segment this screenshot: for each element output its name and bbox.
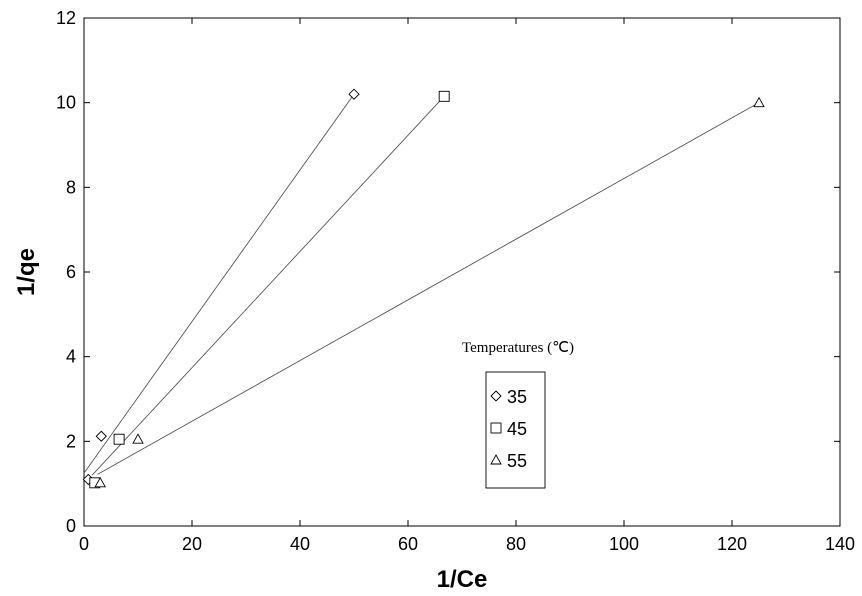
data-point-35 (348, 88, 360, 100)
data-point-45 (113, 433, 125, 445)
legend: 35 45 55 (485, 371, 546, 489)
legend-marker-55 (490, 454, 502, 465)
y-tick-label: 4 (66, 347, 76, 367)
data-point-55 (132, 433, 144, 444)
fit-line-45 (91, 96, 445, 476)
y-tick-label: 8 (66, 177, 76, 197)
x-tick-label: 80 (506, 534, 526, 554)
axis-titles: 1/Ce 1/qe (13, 248, 487, 593)
x-tick-label: 120 (717, 534, 747, 554)
fit-line-35 (83, 93, 355, 474)
data-point-55 (94, 476, 106, 488)
x-tick-label: 0 (79, 534, 89, 554)
x-tick-label: 20 (182, 534, 202, 554)
legend-label-55: 55 (507, 451, 527, 471)
legend-label-35: 35 (507, 387, 527, 407)
y-tick-label: 10 (56, 93, 76, 113)
series-35 (82, 88, 360, 486)
y-tick-label: 12 (56, 8, 76, 28)
x-tick-label: 100 (609, 534, 639, 554)
series-45 (89, 90, 450, 489)
y-tick-label: 2 (66, 431, 76, 451)
legend-title: Temperatures (℃) (462, 340, 574, 356)
legend-marker-45 (490, 422, 502, 434)
plot-frame (83, 17, 841, 527)
plot-area: 0 20 40 60 80 100 120 140 0 2 4 6 8 10 12 (56, 8, 855, 554)
legend-marker-35 (490, 390, 502, 402)
fit-line-55 (97, 102, 760, 475)
x-tick-label: 60 (398, 534, 418, 554)
x-tick-label: 40 (290, 534, 310, 554)
y-tick-label: 6 (66, 262, 76, 282)
x-axis-title: 1/Ce (437, 566, 488, 593)
data-point-35 (95, 430, 107, 442)
y-tick-label: 0 (66, 516, 76, 536)
data-point-55 (753, 96, 765, 108)
legend-label-45: 45 (507, 419, 527, 439)
data-point-45 (438, 90, 450, 102)
series-55 (94, 96, 765, 488)
x-tick-label: 140 (825, 534, 855, 554)
y-axis-title: 1/qe (13, 248, 40, 296)
